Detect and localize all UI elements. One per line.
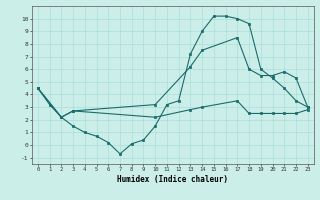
X-axis label: Humidex (Indice chaleur): Humidex (Indice chaleur) [117, 175, 228, 184]
